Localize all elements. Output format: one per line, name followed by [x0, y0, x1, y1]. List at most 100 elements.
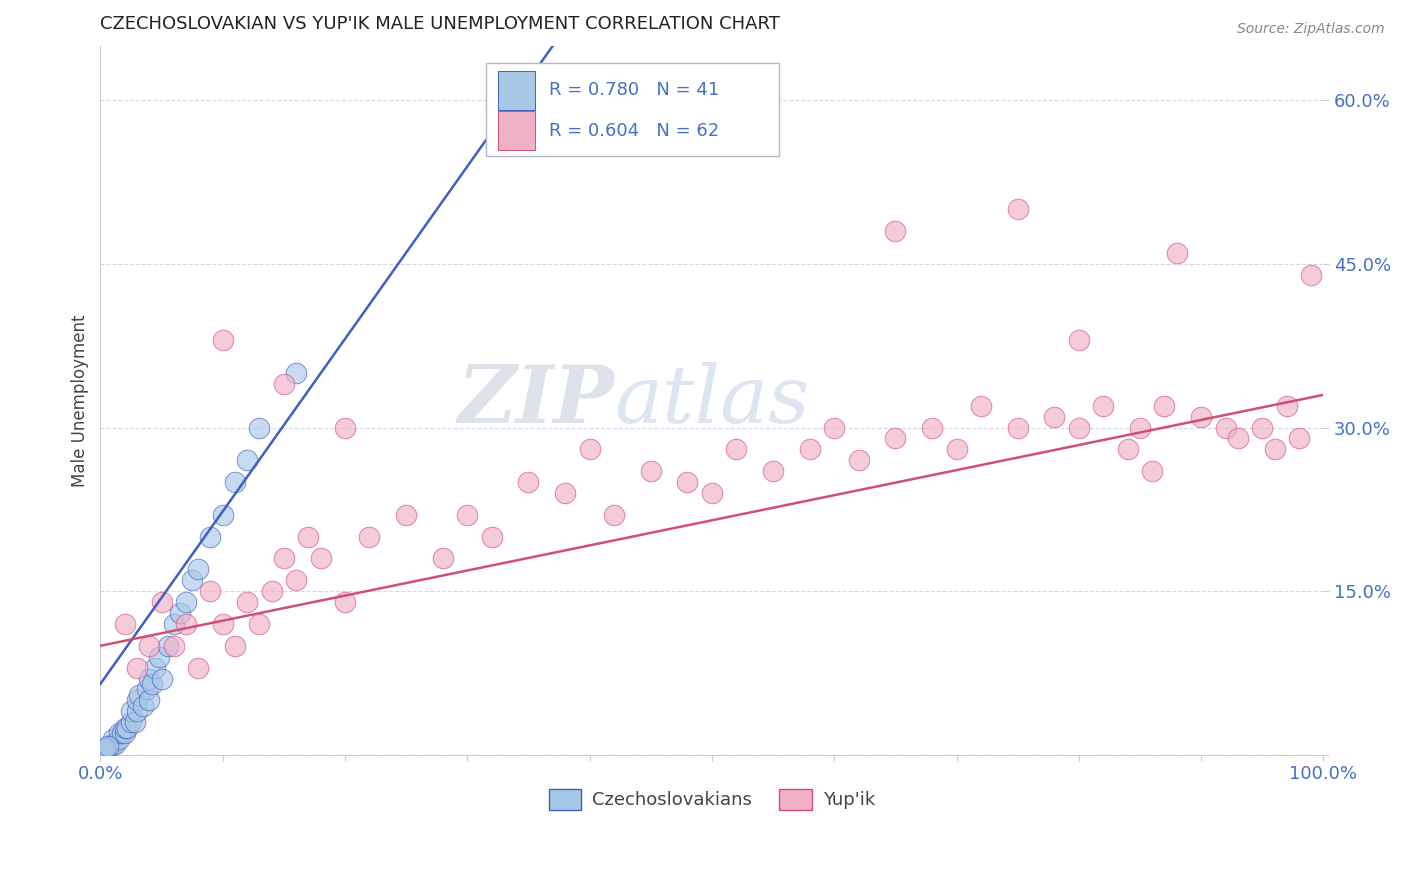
- Point: [224, 475, 246, 489]
- Point: [111, 726, 134, 740]
- Point: [107, 726, 129, 740]
- Point: [114, 726, 136, 740]
- Point: [273, 551, 295, 566]
- Point: [114, 617, 136, 632]
- Point: [132, 698, 155, 713]
- Point: [150, 595, 173, 609]
- Point: [1142, 464, 1164, 478]
- Y-axis label: Male Unemployment: Male Unemployment: [72, 314, 89, 486]
- Point: [333, 595, 356, 609]
- Point: [297, 530, 319, 544]
- Point: [163, 639, 186, 653]
- Point: [1251, 420, 1274, 434]
- Point: [211, 333, 233, 347]
- Point: [1263, 442, 1285, 457]
- Point: [174, 595, 197, 609]
- Point: [945, 442, 967, 457]
- Point: [1007, 202, 1029, 217]
- Point: [135, 682, 157, 697]
- Point: [970, 399, 993, 413]
- Point: [98, 739, 121, 754]
- Point: [640, 464, 662, 478]
- Point: [309, 551, 332, 566]
- Point: [884, 224, 907, 238]
- Point: [1226, 432, 1249, 446]
- Point: [517, 475, 540, 489]
- FancyBboxPatch shape: [485, 63, 779, 155]
- Point: [1129, 420, 1152, 434]
- Point: [101, 731, 124, 746]
- Text: CZECHOSLOVAKIAN VS YUP'IK MALE UNEMPLOYMENT CORRELATION CHART: CZECHOSLOVAKIAN VS YUP'IK MALE UNEMPLOYM…: [100, 15, 780, 33]
- Point: [93, 742, 115, 756]
- Point: [141, 677, 163, 691]
- Point: [247, 420, 270, 434]
- Point: [138, 672, 160, 686]
- Point: [200, 530, 222, 544]
- Point: [884, 432, 907, 446]
- FancyBboxPatch shape: [498, 70, 534, 110]
- Point: [104, 737, 127, 751]
- Point: [181, 574, 204, 588]
- Point: [921, 420, 943, 434]
- Point: [823, 420, 845, 434]
- Point: [114, 721, 136, 735]
- Point: [700, 486, 723, 500]
- Point: [174, 617, 197, 632]
- Point: [150, 672, 173, 686]
- Point: [91, 745, 114, 759]
- Point: [124, 715, 146, 730]
- Legend: Czechoslovakians, Yup'ik: Czechoslovakians, Yup'ik: [541, 781, 882, 817]
- Text: Source: ZipAtlas.com: Source: ZipAtlas.com: [1237, 22, 1385, 37]
- Point: [1043, 409, 1066, 424]
- Point: [145, 660, 167, 674]
- Point: [1215, 420, 1237, 434]
- Point: [125, 660, 148, 674]
- Text: R = 0.780   N = 41: R = 0.780 N = 41: [550, 81, 720, 99]
- Point: [169, 606, 191, 620]
- Point: [762, 464, 785, 478]
- Point: [117, 721, 139, 735]
- Point: [481, 530, 503, 544]
- Point: [359, 530, 381, 544]
- Point: [1288, 432, 1310, 446]
- Point: [432, 551, 454, 566]
- Point: [285, 574, 308, 588]
- Point: [187, 562, 209, 576]
- Point: [578, 442, 600, 457]
- Point: [187, 660, 209, 674]
- Point: [97, 739, 120, 754]
- Point: [1153, 399, 1175, 413]
- Point: [848, 453, 870, 467]
- Point: [120, 704, 142, 718]
- Point: [273, 376, 295, 391]
- Point: [138, 693, 160, 707]
- Text: atlas: atlas: [614, 361, 810, 439]
- Point: [1189, 409, 1212, 424]
- Point: [156, 639, 179, 653]
- Point: [211, 508, 233, 522]
- Point: [1166, 246, 1188, 260]
- Point: [456, 508, 478, 522]
- Point: [125, 704, 148, 718]
- Point: [101, 737, 124, 751]
- Point: [96, 742, 118, 756]
- Point: [799, 442, 821, 457]
- Point: [224, 639, 246, 653]
- Point: [676, 475, 699, 489]
- Point: [1007, 420, 1029, 434]
- Point: [148, 649, 170, 664]
- Point: [1275, 399, 1298, 413]
- Point: [247, 617, 270, 632]
- Point: [138, 639, 160, 653]
- Point: [94, 741, 117, 756]
- Point: [236, 595, 259, 609]
- Point: [285, 366, 308, 380]
- Point: [1067, 333, 1090, 347]
- Point: [120, 715, 142, 730]
- Point: [333, 420, 356, 434]
- Point: [395, 508, 418, 522]
- Point: [725, 442, 748, 457]
- Point: [107, 731, 129, 746]
- Point: [603, 508, 626, 522]
- FancyBboxPatch shape: [498, 112, 534, 150]
